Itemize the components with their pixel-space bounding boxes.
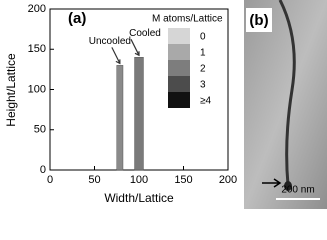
x-axis-label: Width/Lattice (104, 191, 174, 205)
legend-label: 2 (200, 64, 206, 75)
legend-label: 3 (200, 80, 206, 91)
tem-image (244, 0, 327, 209)
x-tick-label: 0 (47, 174, 53, 186)
panel-label: (a) (68, 10, 86, 27)
nanowire-column (134, 57, 144, 171)
x-tick-label: 50 (88, 174, 100, 186)
y-axis-label: Height/Lattice (4, 53, 18, 127)
legend-label: 1 (200, 48, 206, 59)
y-tick-label: 150 (28, 43, 46, 55)
y-tick-label: 100 (28, 83, 46, 95)
panel-b-label: (b) (249, 12, 268, 29)
region-annotation: Cooled (129, 28, 161, 39)
figure: (a) Width/Lattice Height/Lattice M atoms… (4, 0, 327, 209)
scale-bar-label: 200 nm (281, 185, 314, 196)
nanowire-column (116, 65, 124, 171)
legend-swatch (168, 92, 190, 108)
x-tick-label: 100 (130, 174, 148, 186)
legend-swatch (168, 44, 190, 60)
legend-label: ≥4 (200, 96, 211, 107)
legend-swatch (168, 28, 190, 44)
y-tick-label: 0 (40, 164, 46, 176)
legend-swatch (168, 60, 190, 76)
region-annotation: Uncooled (89, 36, 131, 47)
legend-label: 0 (200, 32, 206, 43)
y-tick-label: 200 (28, 3, 46, 15)
x-tick-label: 200 (219, 174, 237, 186)
x-tick-label: 150 (174, 174, 192, 186)
annotation-arrow (130, 39, 140, 57)
legend-title: M atoms/Lattice (152, 14, 223, 25)
annotation-arrow (111, 47, 121, 65)
y-tick-label: 50 (34, 124, 46, 136)
legend-swatch (168, 76, 190, 92)
